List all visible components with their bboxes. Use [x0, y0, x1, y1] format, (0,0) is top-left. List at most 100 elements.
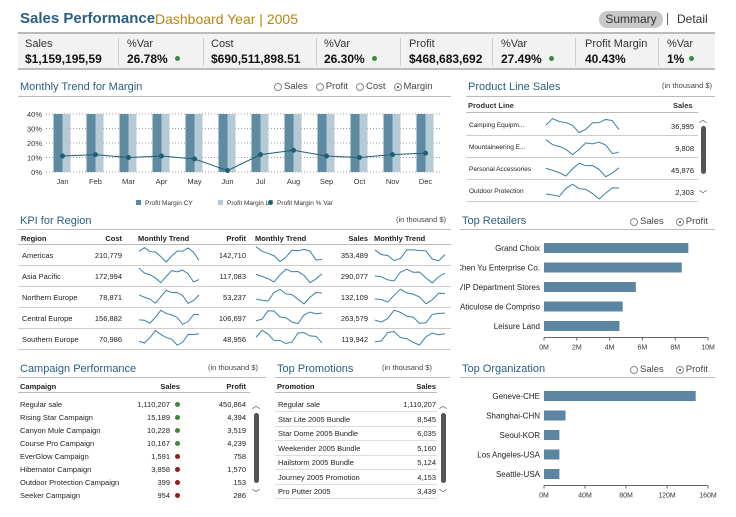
campaign-scroll-down-icon[interactable]: ﹀	[252, 489, 260, 498]
radio-icon[interactable]	[675, 217, 684, 226]
row-rule	[18, 328, 451, 329]
product-name: Outdoor Protection	[469, 188, 524, 195]
hbar	[544, 262, 682, 273]
var-point	[423, 150, 428, 156]
scroll-down-icon[interactable]: ﹀	[699, 190, 707, 199]
profit-sparkline	[255, 329, 323, 345]
var-point	[324, 153, 329, 159]
promotions-title: Top Promotions	[277, 363, 354, 375]
product-scrollbar[interactable]	[701, 126, 706, 174]
option-margin[interactable]: Margin	[393, 81, 433, 92]
hbar	[544, 469, 560, 479]
var-point	[192, 156, 197, 162]
region-cost: 156,882	[94, 314, 122, 323]
option-sales[interactable]: Sales	[630, 216, 664, 227]
product-title: Product Line Sales	[468, 81, 561, 93]
sales-sparkline	[374, 330, 446, 346]
radio-icon[interactable]	[675, 365, 684, 374]
status-dot-icon	[175, 56, 180, 61]
campaign-name: Canyon Mule Campaign	[20, 426, 101, 435]
hbar	[544, 410, 566, 421]
scroll-up-icon[interactable]: ︿	[699, 115, 707, 124]
row-rule	[466, 135, 698, 136]
region-sales: 132,109	[340, 293, 368, 302]
product-sparkline	[545, 183, 620, 200]
row-rule	[275, 411, 437, 412]
option-profit[interactable]: Profit	[675, 364, 708, 375]
region-header: Monthly Trend	[255, 234, 307, 243]
x-tick-label: 40M	[578, 493, 592, 500]
radio-icon[interactable]	[630, 365, 638, 374]
x-tick-label: 2M	[572, 345, 582, 352]
organization-title: Top Organization	[462, 363, 546, 375]
campaign-sales: 399	[157, 478, 170, 487]
radio-icon[interactable]	[393, 82, 402, 91]
x-tick-label: 8M	[670, 345, 680, 352]
campaign-sales: 954	[157, 491, 170, 500]
var-point	[357, 155, 362, 160]
region-sales: 353,489	[340, 251, 368, 260]
region-profit: 142,710	[218, 251, 246, 260]
cost-sparkline	[138, 246, 200, 263]
option-sales[interactable]: Sales	[274, 81, 308, 92]
radio-icon[interactable]	[630, 217, 638, 226]
page-subtitle: Dashboard Year | 2005	[155, 11, 298, 27]
bar-cy	[317, 114, 327, 172]
status-dot-icon	[175, 415, 180, 420]
tab-detail[interactable]: Detail	[677, 12, 708, 26]
row-rule	[466, 201, 698, 202]
product-col2: Sales	[673, 101, 693, 110]
radio-icon[interactable]	[355, 82, 364, 91]
radio-icon[interactable]	[315, 82, 324, 91]
bar-cy	[251, 114, 261, 172]
promo-scroll-up-icon[interactable]: ︿	[439, 401, 447, 410]
page-title: Sales Performance	[20, 10, 156, 27]
hbar	[544, 391, 696, 401]
hbar	[544, 301, 623, 312]
kpi-value: $1,159,195,59	[25, 52, 102, 66]
option-profit[interactable]: Profit	[675, 216, 708, 227]
campaign-profit: 3,519	[227, 426, 246, 435]
var-line	[62, 149, 426, 172]
option-cost[interactable]: Cost	[355, 81, 386, 92]
promo-sales: 5,124	[417, 458, 436, 467]
row-rule	[18, 307, 451, 308]
region-sales: 119,942	[341, 335, 368, 344]
campaign-sales: 10,228	[147, 426, 170, 435]
retailers-rule	[460, 229, 715, 230]
tab-summary[interactable]: Summary	[599, 11, 663, 28]
option-label: Profit	[685, 216, 708, 227]
product-header-rule	[466, 112, 698, 113]
organization-chart: Geneve-CHE Shanghai-CHN Seoul-KOR Los Angel…	[477, 391, 717, 500]
header-rule	[275, 392, 437, 393]
campaign-scrollbar[interactable]	[254, 413, 259, 483]
header-rule	[18, 244, 451, 245]
category-label: Geneve-CHE	[492, 392, 540, 401]
bar-ly	[326, 114, 335, 172]
status-dot-icon	[549, 56, 554, 61]
kpi-label: %Var	[667, 38, 694, 50]
promo-scrollbar[interactable]	[441, 413, 446, 483]
y-tick-label: 40%	[27, 110, 42, 119]
campaign-sales: 1,110,207	[137, 400, 170, 409]
hbar	[544, 430, 560, 440]
radio-icon[interactable]	[274, 82, 282, 91]
kpi-divider	[118, 38, 119, 66]
promo-scroll-down-icon[interactable]: ﹀	[439, 489, 447, 498]
category-label: Leisure Land	[494, 322, 540, 331]
promo-sales: 3,439	[417, 487, 436, 496]
x-tick-label: 6M	[638, 345, 648, 352]
bar-ly	[425, 114, 434, 172]
promo-name: Regular sale	[278, 400, 321, 409]
region-profit: 48,956	[223, 335, 246, 344]
x-tick-label: Jan	[56, 177, 68, 186]
promo-header: Sales	[416, 382, 436, 391]
status-dot-icon	[175, 454, 180, 459]
category-label: VIP Department Stores	[460, 283, 540, 292]
option-sales[interactable]: Sales	[630, 364, 664, 375]
status-dot-icon	[175, 493, 180, 498]
sales-sparkline	[374, 288, 446, 305]
campaign-scroll-up-icon[interactable]: ︿	[252, 401, 260, 410]
option-profit[interactable]: Profit	[315, 81, 348, 92]
header-rule	[18, 32, 715, 34]
